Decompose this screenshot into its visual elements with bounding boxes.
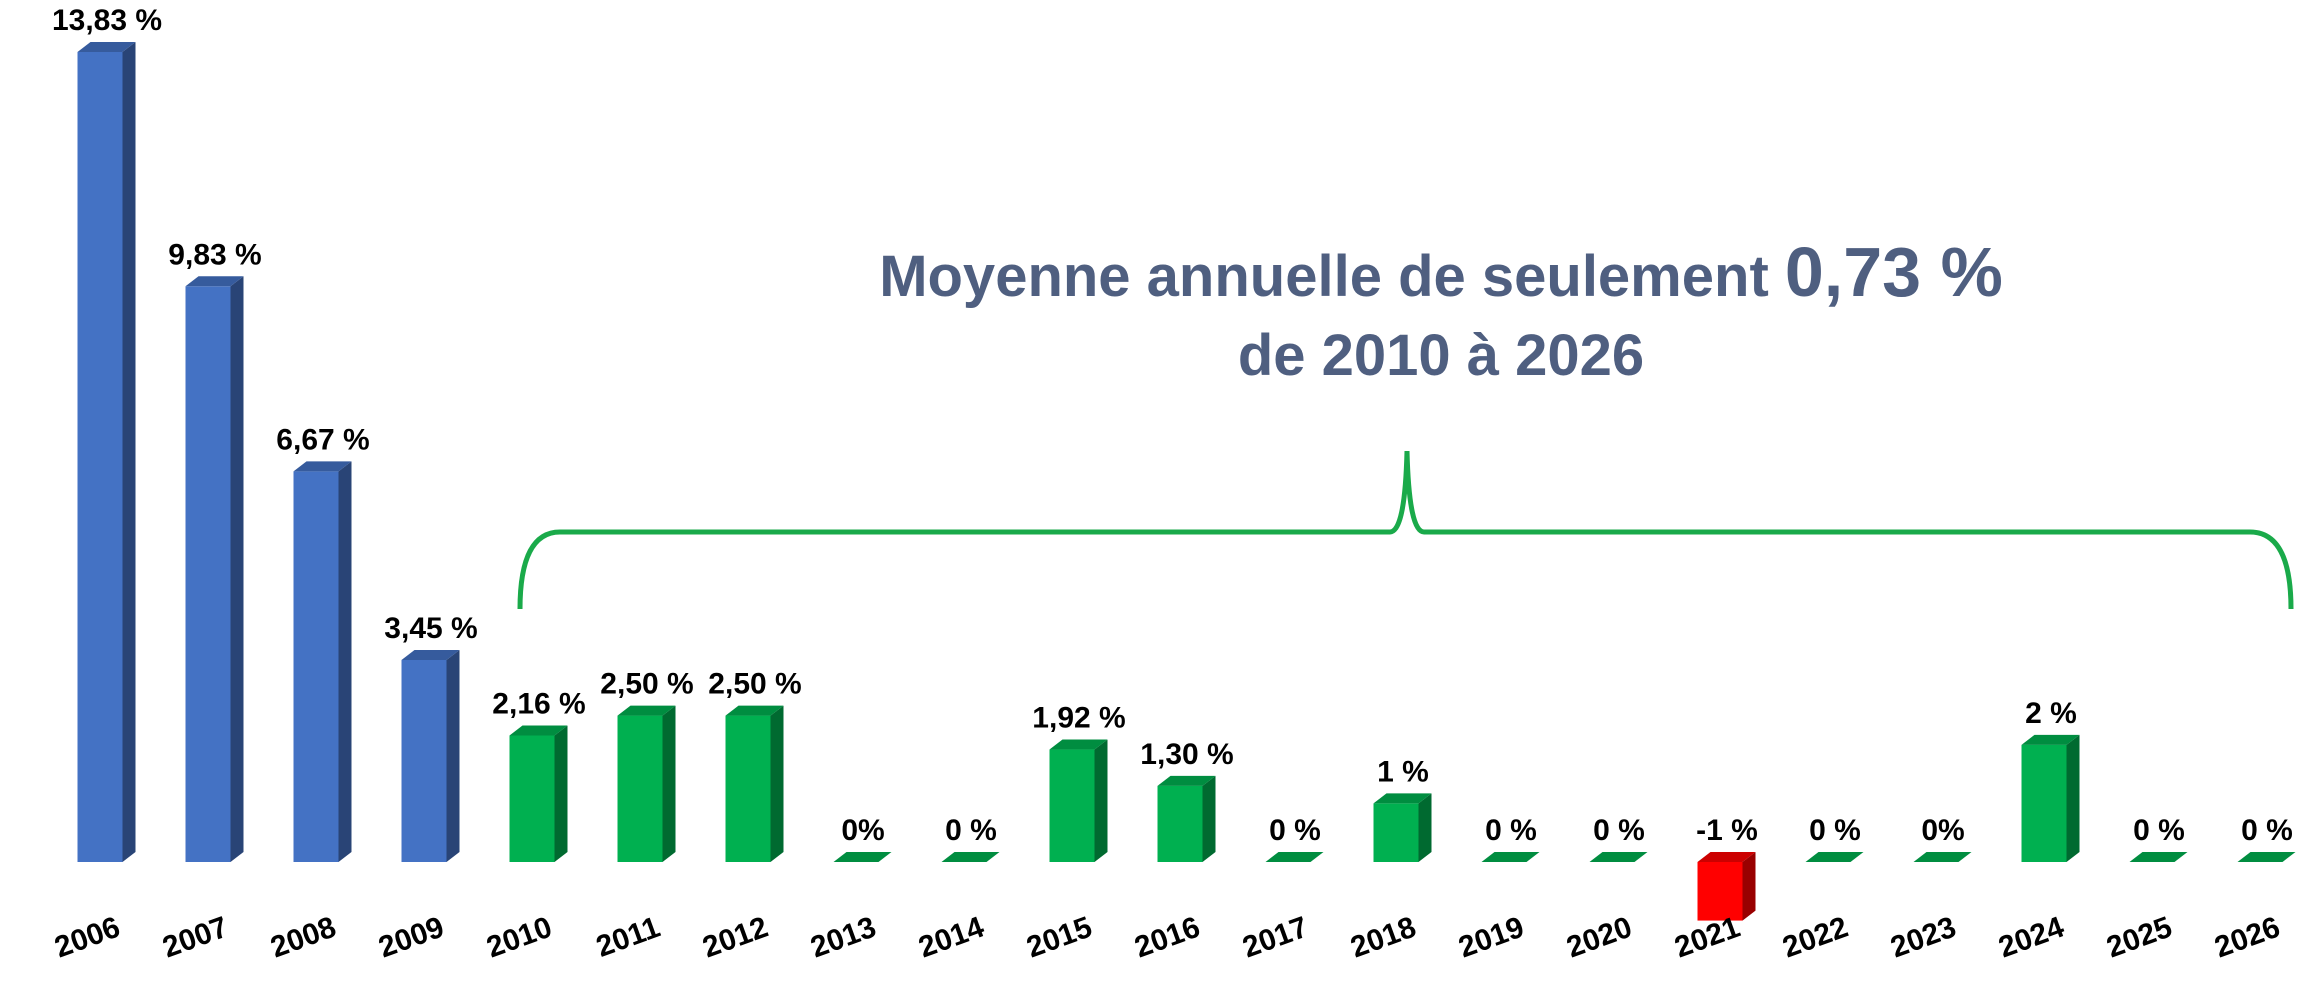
x-tick-label: 2017 [1238,911,1312,965]
bar-side [1202,775,1216,862]
x-tick-label: 2006 [50,911,124,965]
x-tick-label: 2022 [1778,911,1852,965]
bracket [517,450,2294,610]
value-label: 1,92 % [1032,702,1125,735]
value-label: 2 % [2025,697,2077,730]
bar-side [662,705,676,862]
x-tick-label: 2015 [1022,911,1096,965]
bar [1373,803,1419,862]
bar-top [833,852,892,862]
x-tick-label: 2024 [1994,910,2068,964]
bar-side [1742,852,1756,921]
bar-side [338,461,352,862]
x-tick-label: 2019 [1454,911,1528,965]
value-label: 0 % [1593,814,1645,847]
value-label: 0 % [1269,814,1321,847]
bar-top [2129,852,2188,862]
x-tick-label: 2020 [1562,911,1636,965]
bar-top [1049,739,1108,750]
value-label: 0% [1921,814,1964,847]
bar-top [1373,793,1432,804]
bar-side [1418,793,1432,862]
bar-side [446,649,460,862]
bar-side [1094,739,1108,862]
x-tick-label: 2008 [266,911,340,965]
bar-top [77,42,136,52]
x-tick-label: 2010 [482,911,556,965]
bar-top [2237,852,2296,862]
bar-top [617,705,676,716]
x-tick-label: 2016 [1130,911,1204,965]
annotation: Moyenne annuelle de seulement 0,73 % [879,233,2003,311]
bar-side [230,276,244,862]
bar-top [1589,852,1648,862]
x-tick-label: 2018 [1346,911,1420,965]
bar-side [554,725,568,862]
value-label: 0 % [1809,814,1861,847]
bar [2021,744,2067,862]
bar [725,715,771,862]
value-label: 0% [841,814,884,847]
x-tick-label: 2014 [914,910,988,964]
value-label: 2,50 % [708,668,801,701]
bar-top [401,649,460,660]
bar-top [2021,734,2080,745]
bar-top [293,461,352,472]
bar [401,659,447,862]
x-tick-label: 2013 [806,911,880,965]
bar-top [941,852,1000,862]
bar-top [1805,852,1864,862]
x-tick-label: 2007 [158,911,232,965]
bar-top [1481,852,1540,862]
value-label: 0 % [1485,814,1537,847]
bar [293,471,339,862]
value-label: 0 % [2133,814,2185,847]
x-tick-label: 2026 [2210,911,2284,965]
bar [185,286,231,862]
bar [1697,862,1743,921]
bar [77,52,123,862]
annotation-highlight: 0,73 % [1785,233,2003,311]
bar-top [725,705,784,716]
value-label: 3,45 % [384,612,477,645]
bar-top [1913,852,1972,862]
value-label: 1,30 % [1140,738,1233,771]
x-tick-label: 2023 [1886,911,1960,965]
annotation-text: Moyenne annuelle de seulement [879,244,1785,309]
bar-side [770,705,784,862]
bar-top [1265,852,1324,862]
bar-side [122,42,136,862]
bar [617,715,663,862]
value-label: 0 % [945,814,997,847]
x-tick-label: 2025 [2102,911,2176,965]
annotation-line2: de 2010 à 2026 [1238,323,1644,388]
value-label: 13,83 % [52,4,162,37]
x-tick-label: 2011 [592,911,664,964]
value-label: 2,16 % [492,687,585,720]
x-tick-label: 2012 [698,911,772,965]
value-label: 2,50 % [600,668,693,701]
value-label: 1 % [1377,755,1429,788]
bar-top [1157,775,1216,786]
bar [1049,749,1095,862]
bar [509,735,555,862]
value-label: 0 % [2241,814,2293,847]
value-label: 9,83 % [168,238,261,271]
bar-top [185,276,244,287]
bar-top [509,725,568,736]
value-label: -1 % [1696,814,1758,847]
bar [1157,785,1203,862]
value-label: 6,67 % [276,423,369,456]
bar-top [1697,852,1756,862]
bar-side [2066,734,2080,862]
x-tick-label: 2009 [374,911,448,965]
